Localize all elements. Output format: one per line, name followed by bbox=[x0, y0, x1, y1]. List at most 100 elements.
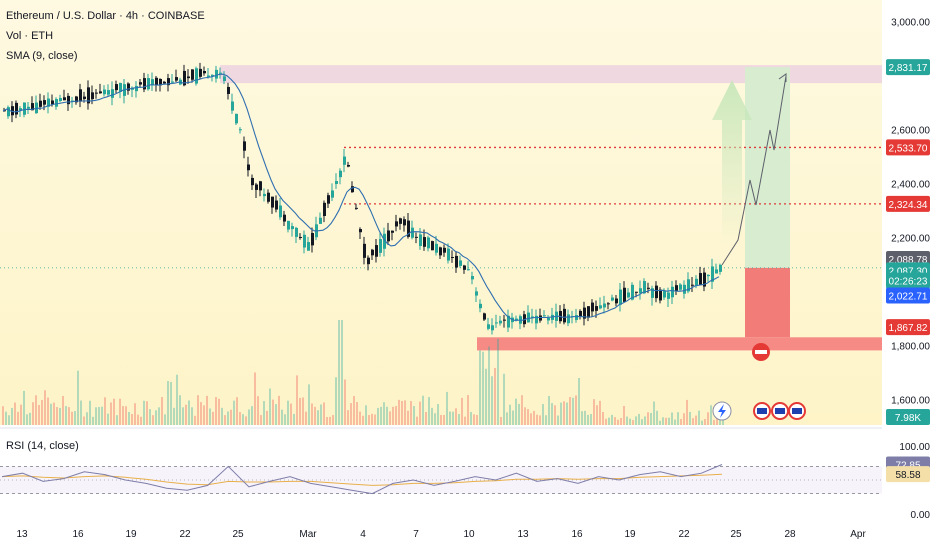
rsi-ma-tag bbox=[886, 466, 930, 483]
candle-body bbox=[711, 266, 714, 282]
volume-bar bbox=[257, 396, 259, 425]
y-tick-label: 1,800.00 bbox=[891, 341, 930, 352]
candle-body bbox=[47, 98, 50, 107]
candle-body bbox=[203, 70, 206, 74]
volume-bar bbox=[545, 415, 547, 425]
candle-body bbox=[631, 284, 634, 300]
candle-body bbox=[147, 78, 150, 90]
volume-bar bbox=[563, 401, 565, 425]
candle-body bbox=[575, 315, 578, 320]
flag-icon-field bbox=[775, 408, 785, 414]
flag-icon-field bbox=[757, 408, 767, 414]
volume-bar bbox=[494, 367, 496, 425]
candle-body bbox=[635, 291, 638, 293]
volume-bar bbox=[377, 407, 379, 425]
candle-body bbox=[427, 237, 430, 249]
candle-body bbox=[491, 325, 494, 331]
volume-bar bbox=[347, 410, 349, 425]
volume-bar bbox=[671, 412, 673, 425]
candle-body bbox=[651, 288, 654, 298]
candle-body bbox=[299, 236, 302, 238]
candle-body bbox=[7, 107, 10, 117]
volume-bar bbox=[605, 418, 607, 425]
rsi-line bbox=[1, 464, 723, 495]
candle-body bbox=[475, 291, 478, 296]
rsi-tick-label: 0.00 bbox=[911, 510, 931, 521]
volume-bar bbox=[611, 414, 613, 425]
candle-body bbox=[243, 141, 246, 151]
candle-body bbox=[703, 272, 706, 287]
price-tag-label: 02:26:23 bbox=[889, 277, 928, 288]
volume-bar bbox=[479, 350, 481, 425]
volume-bar bbox=[41, 399, 43, 425]
price-tag bbox=[886, 319, 930, 336]
candle-body bbox=[27, 106, 30, 109]
flag-icon-field bbox=[792, 408, 802, 414]
volume-bar bbox=[521, 395, 523, 425]
y-tick-label: 3,000.00 bbox=[891, 18, 930, 29]
candle-body bbox=[471, 276, 474, 280]
volume-bar bbox=[419, 401, 421, 425]
volume-bar bbox=[62, 395, 64, 425]
candle-body bbox=[163, 81, 166, 84]
price-tag-label: 2,088.78 bbox=[889, 255, 928, 266]
candle-body bbox=[23, 102, 26, 115]
volume-bar bbox=[410, 401, 412, 425]
volume-bar bbox=[620, 418, 622, 425]
candle-body bbox=[691, 284, 694, 286]
volume-bar bbox=[269, 388, 271, 425]
candle-body bbox=[707, 274, 710, 277]
volume-bar bbox=[266, 410, 268, 425]
candle-body bbox=[375, 245, 378, 257]
candle-body bbox=[323, 202, 326, 217]
volume-bar bbox=[455, 408, 457, 425]
volume-bar bbox=[503, 373, 505, 425]
volume-bar bbox=[452, 411, 454, 425]
volume-bar bbox=[230, 409, 232, 425]
target-zone bbox=[745, 67, 790, 268]
y-tick-label: 2,600.00 bbox=[891, 126, 930, 137]
volume-bar bbox=[641, 419, 643, 425]
volume-bar bbox=[512, 410, 514, 425]
volume-bar bbox=[587, 414, 589, 425]
volume-bar bbox=[254, 372, 256, 425]
volume-bar bbox=[338, 320, 340, 425]
stop-icon-bar bbox=[755, 350, 767, 354]
volume-bar bbox=[629, 418, 631, 425]
candle-body bbox=[659, 289, 662, 301]
projected-path bbox=[721, 75, 787, 266]
volume-bar bbox=[284, 414, 286, 425]
volume-bar bbox=[368, 415, 370, 425]
candle-body bbox=[487, 324, 490, 329]
candle-body bbox=[187, 76, 190, 79]
candle-body bbox=[307, 242, 310, 251]
candle-body bbox=[107, 90, 110, 95]
volume-bar bbox=[578, 377, 580, 425]
candle-body bbox=[171, 81, 174, 83]
volume-bar bbox=[440, 414, 442, 425]
volume-bar bbox=[242, 414, 244, 425]
candle-body bbox=[371, 249, 374, 256]
candle-body bbox=[111, 89, 114, 98]
candle-body bbox=[99, 91, 102, 94]
volume-bar bbox=[68, 407, 70, 425]
candle-body bbox=[595, 306, 598, 311]
candle-body bbox=[275, 200, 278, 210]
candle-body bbox=[139, 82, 142, 85]
x-tick-label: 19 bbox=[624, 529, 636, 540]
volume-bar bbox=[248, 409, 250, 425]
volume-bar bbox=[296, 375, 298, 425]
candle-body bbox=[663, 290, 666, 298]
volume-bar bbox=[533, 410, 535, 425]
volume-bar bbox=[176, 374, 178, 425]
candle-body bbox=[175, 77, 178, 81]
volume-bar bbox=[416, 416, 418, 425]
volume-bar bbox=[476, 414, 478, 425]
volume-bar bbox=[197, 395, 199, 425]
volume-bar bbox=[431, 407, 433, 425]
volume-bar bbox=[311, 403, 313, 425]
volume-bar bbox=[398, 399, 400, 425]
candle-body bbox=[119, 83, 122, 92]
candle-body bbox=[499, 320, 502, 324]
